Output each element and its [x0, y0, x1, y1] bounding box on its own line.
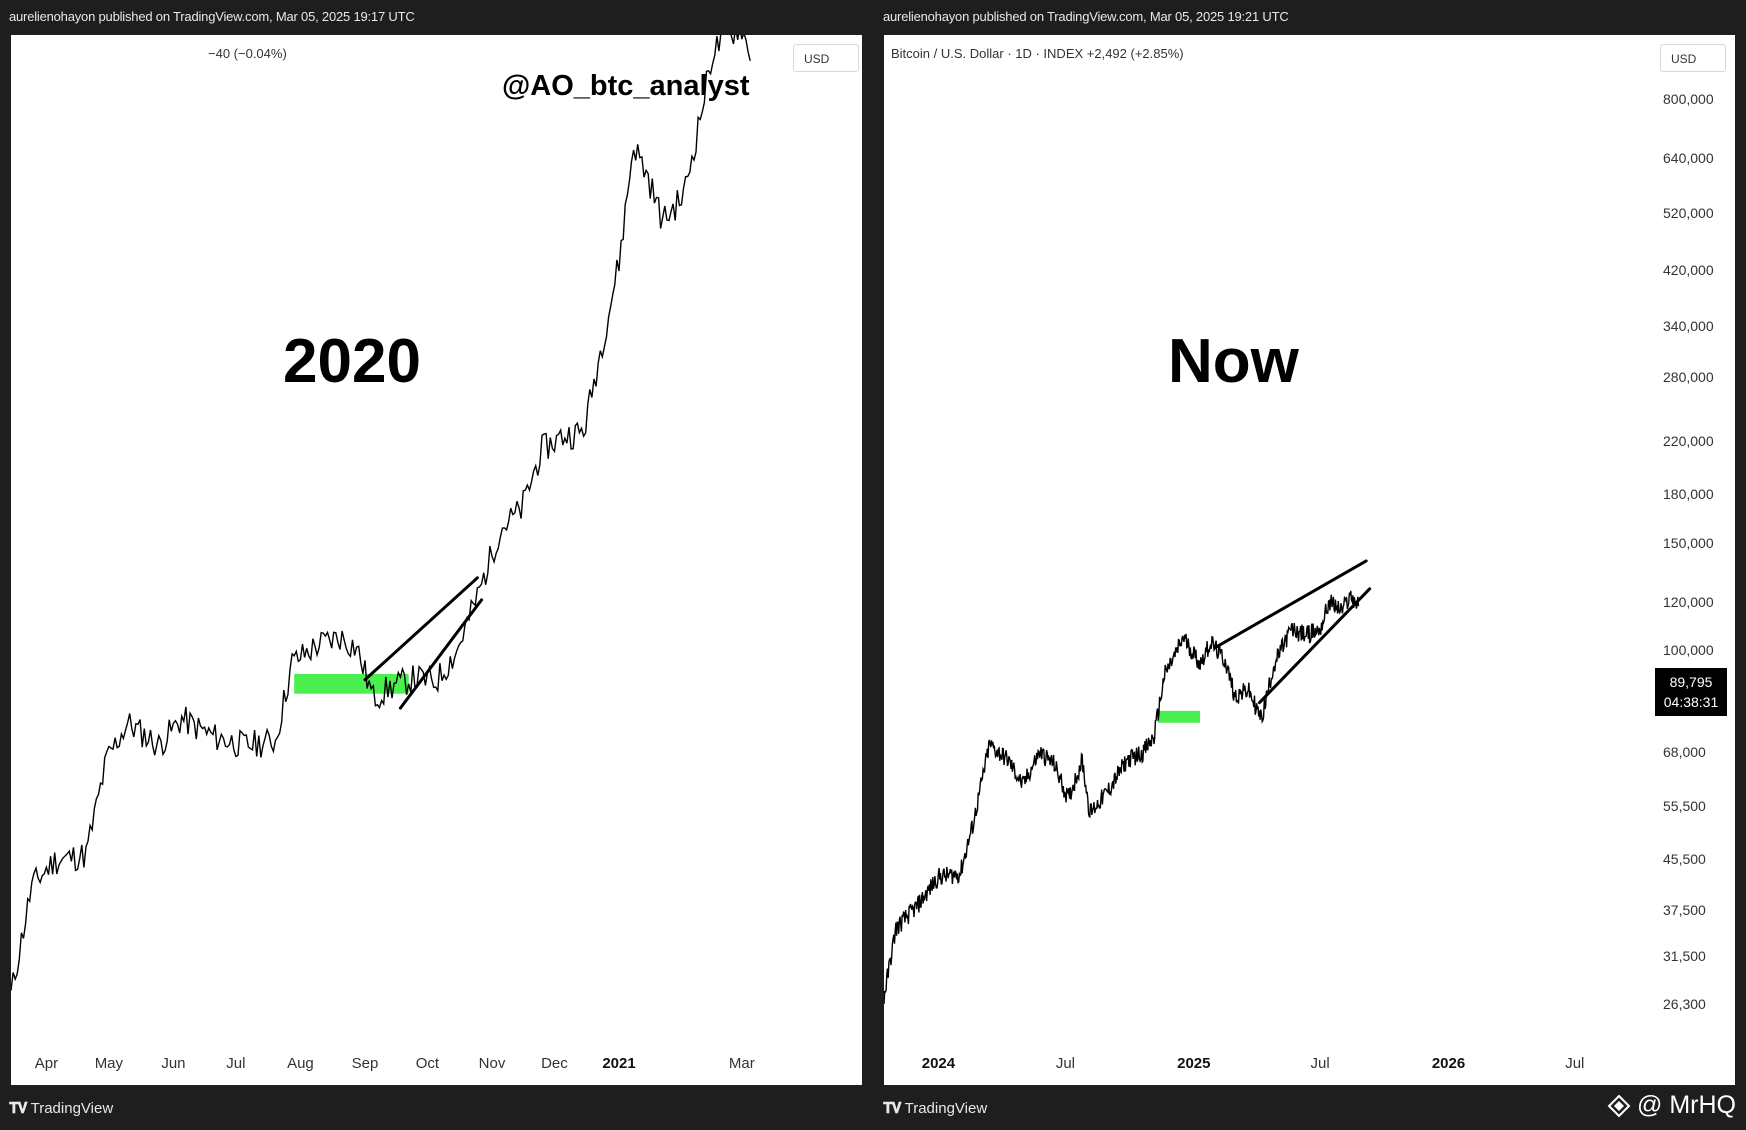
x-tick-label: Jul: [226, 1055, 246, 1072]
diamond-logo-icon: [1607, 1094, 1631, 1117]
y-tick-label: 55,500: [1663, 798, 1706, 815]
right-publish-credit: aurelienohayon published on TradingView.…: [883, 9, 1289, 24]
y-tick-label: 26,300: [1663, 996, 1706, 1012]
mrhq-text: @ MrHQ: [1637, 1091, 1736, 1119]
x-tick-label: 2026: [1431, 1055, 1466, 1072]
price-series-line: [884, 590, 1360, 1005]
x-tick-label: Jul: [1310, 1055, 1330, 1072]
y-tick-label: 31,500: [1663, 948, 1706, 965]
y-tick-label: 340,000: [1663, 317, 1714, 334]
x-tick-label: Sep: [351, 1055, 379, 1072]
author-watermark: @AO_btc_analyst: [502, 70, 750, 102]
y-tick-label: 150,000: [1663, 534, 1714, 551]
wedge-lower-trendline[interactable]: [1257, 587, 1372, 705]
x-tick-label: Dec: [541, 1055, 568, 1072]
y-tick-label: 68,000: [1663, 744, 1706, 761]
mrhq-watermark: @ MrHQ: [1607, 1091, 1736, 1120]
period-label-now: Now: [1168, 327, 1299, 396]
x-tick-label: Jul: [1055, 1055, 1076, 1072]
left-publish-credit: aurelienohayon published on TradingView.…: [9, 9, 415, 24]
x-tick-label: 2024: [921, 1055, 956, 1072]
currency-button[interactable]: USD: [1660, 44, 1726, 72]
price-change-header: −40 (−0.04%): [208, 46, 287, 61]
tradingview-brand: TradingView: [904, 1100, 988, 1117]
y-tick-label: 37,500: [1663, 901, 1706, 918]
wedge-lower-trendline[interactable]: [398, 598, 484, 710]
y-tick-label: 800,000: [1663, 91, 1714, 107]
x-tick-label: 2021: [602, 1055, 636, 1072]
symbol-header: Bitcoin / U.S. Dollar · 1D · INDEX +2,49…: [891, 46, 1184, 61]
y-tick-label: 120,000: [1663, 593, 1714, 610]
x-tick-label: Jul: [1565, 1055, 1585, 1072]
tradingview-logo-left: 𝐓𝐕 TradingView: [9, 1100, 113, 1117]
chart-2020-plot: [11, 35, 751, 991]
wedge-upper-trendline[interactable]: [363, 576, 479, 682]
x-tick-label: Nov: [478, 1055, 506, 1072]
period-label-2020: 2020: [283, 327, 421, 396]
y-tick-label: 280,000: [1663, 369, 1714, 386]
bar-countdown: 04:38:31: [1663, 694, 1719, 710]
last-price-tag: 89,795 04:38:31: [1655, 668, 1727, 716]
tradingview-brand: TradingView: [30, 1100, 114, 1117]
chart-panel-now: Bitcoin / U.S. Dollar · 1D · INDEX +2,49…: [884, 35, 1735, 1085]
x-tick-label: May: [94, 1055, 124, 1072]
support-band: [294, 673, 409, 694]
tradingview-logo-right: 𝐓𝐕 TradingView: [883, 1100, 987, 1117]
tradingview-icon: 𝐓𝐕: [9, 1100, 28, 1117]
x-tick-label: Mar: [728, 1055, 755, 1072]
x-tick-label: 2025: [1177, 1055, 1211, 1072]
x-tick-label: Jun: [161, 1055, 186, 1072]
y-tick-label: 220,000: [1663, 433, 1714, 450]
tradingview-icon: 𝐓𝐕: [883, 1100, 902, 1117]
x-tick-label: Aug: [287, 1055, 314, 1072]
chart-now-plot: [884, 559, 1372, 1005]
price-series-line: [11, 35, 751, 991]
currency-button[interactable]: USD: [793, 44, 859, 72]
support-band: [1157, 710, 1201, 723]
y-tick-label: 180,000: [1663, 486, 1714, 503]
x-tick-label: Apr: [34, 1055, 59, 1072]
y-tick-label: 100,000: [1663, 642, 1714, 659]
last-price: 89,795: [1669, 674, 1713, 690]
chart-panel-2020: −40 (−0.04%) USD @AO_btc_analyst 2020 Ap…: [11, 35, 862, 1085]
y-tick-label: 420,000: [1663, 261, 1714, 278]
y-tick-label: 45,500: [1663, 850, 1706, 867]
wedge-upper-trendline[interactable]: [1213, 559, 1368, 649]
y-tick-label: 520,000: [1663, 205, 1714, 222]
y-tick-label: 640,000: [1663, 150, 1714, 167]
x-tick-label: Oct: [415, 1055, 440, 1072]
